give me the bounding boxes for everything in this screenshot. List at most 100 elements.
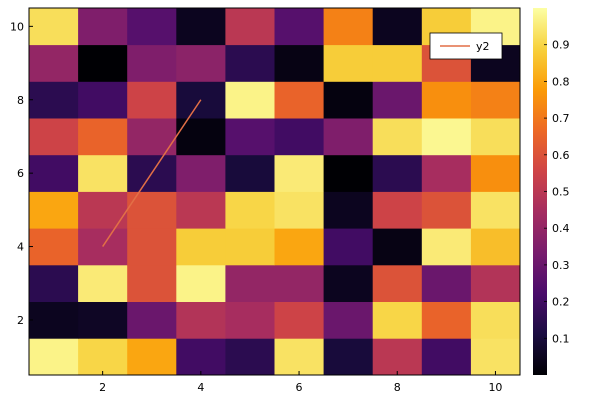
heatmap-cell-r6-c10 [470, 154, 521, 192]
heatmap-cell-r8-c7 [323, 81, 374, 119]
colorbar-tick-label: 0.5 [552, 186, 570, 199]
heatmap-cell-r5-c10 [470, 191, 521, 229]
heatmap-cell-r1-c2 [78, 338, 128, 376]
colorbar-tick-label: 0.7 [552, 112, 570, 125]
heatmap-cell-r4-c2 [78, 228, 128, 266]
heatmap-cell-r9-c6 [274, 44, 324, 82]
heatmap-cell-r7-c6 [274, 118, 324, 156]
heatmap-cell-r9-c1 [29, 44, 79, 82]
heatmap-cell-r10-c3 [127, 8, 177, 46]
y-tick-label: 8 [17, 94, 24, 107]
heatmap-cell-r7-c10 [470, 118, 521, 156]
heatmap-cell-r5-c3 [127, 191, 177, 229]
heatmap-cells [29, 8, 521, 376]
heatmap-cell-r6-c6 [274, 154, 324, 192]
colorbar-gradient [533, 8, 547, 375]
heatmap-cell-r6-c8 [372, 154, 423, 192]
heatmap-cell-r3-c1 [29, 264, 79, 302]
colorbar-tick-label: 0.4 [552, 222, 570, 235]
heatmap-cell-r5-c4 [176, 191, 226, 229]
heatmap-cell-r10-c2 [78, 8, 128, 46]
heatmap-cell-r9-c5 [225, 44, 275, 82]
heatmap-cell-r8-c9 [421, 81, 472, 119]
series-line-y2 [102, 99, 202, 247]
heatmap-cell-r5-c6 [274, 191, 324, 229]
heatmap-cell-r7-c7 [323, 118, 374, 156]
colorbar-ticks: 0.1 0.2 0.3 0.4 0.5 0.6 0.7 0.8 0.9 [544, 39, 570, 345]
heatmap-cell-r5-c8 [372, 191, 423, 229]
heatmap-cell-r1-c6 [274, 338, 324, 376]
heatmap-cell-r3-c6 [274, 264, 324, 302]
colorbar: 0.1 0.2 0.3 0.4 0.5 0.6 0.7 0.8 0.9 [533, 8, 570, 375]
heatmap-cell-r2-c7 [323, 301, 374, 339]
heatmap-cell-r1-c10 [470, 338, 521, 376]
heatmap-cell-r8-c5 [225, 81, 275, 119]
heatmap-cell-r5-c2 [78, 191, 128, 229]
heatmap-cell-r1-c1 [29, 338, 79, 376]
heatmap-cell-r1-c5 [225, 338, 275, 376]
colorbar-tick-label: 0.6 [552, 149, 570, 162]
x-tick-label: 4 [197, 381, 204, 394]
heatmap-cell-r2-c2 [78, 301, 128, 339]
heatmap-cell-r10-c1 [29, 8, 79, 46]
legend: y2 [429, 32, 503, 60]
x-tick-label: 8 [394, 381, 401, 394]
heatmap-cell-r4-c9 [421, 228, 472, 266]
heatmap-cell-r4-c4 [176, 228, 226, 266]
x-tick-label: 10 [488, 381, 502, 394]
heatmap-cell-r2-c6 [274, 301, 324, 339]
x-tick-label: 6 [296, 381, 303, 394]
heatmap-cell-r8-c2 [78, 81, 128, 119]
heatmap-cell-r6-c5 [225, 154, 275, 192]
heatmap-cell-r7-c1 [29, 118, 79, 156]
heatmap-cell-r1-c7 [323, 338, 374, 376]
heatmap-cell-r1-c3 [127, 338, 177, 376]
heatmap-cell-r2-c9 [421, 301, 472, 339]
heatmap-cell-r3-c4 [176, 264, 226, 302]
heatmap-cell-r3-c5 [225, 264, 275, 302]
heatmap-cell-r6-c4 [176, 154, 226, 192]
heatmap-cell-r4-c8 [372, 228, 423, 266]
y-tick-label: 4 [17, 241, 24, 254]
heatmap-cell-r3-c8 [372, 264, 423, 302]
y-tick-label: 6 [17, 167, 24, 180]
heatmap-cell-r4-c10 [470, 228, 521, 266]
heatmap-cell-r8-c1 [29, 81, 79, 119]
heatmap-cell-r5-c5 [225, 191, 275, 229]
heatmap-cell-r2-c10 [470, 301, 521, 339]
heatmap-cell-r1-c4 [176, 338, 226, 376]
heatmap-cell-r6-c9 [421, 154, 472, 192]
heatmap-cell-r10-c6 [274, 8, 324, 46]
legend-label-y2: y2 [476, 40, 490, 53]
colorbar-tick-label: 0.9 [552, 39, 570, 52]
y-axis: 2 4 6 8 10 [10, 8, 33, 375]
colorbar-tick-label: 0.8 [552, 75, 570, 88]
heatmap-cell-r10-c7 [323, 8, 374, 46]
heatmap-cell-r4-c5 [225, 228, 275, 266]
colorbar-tick-label: 0.2 [552, 296, 570, 309]
heatmap-cell-r7-c5 [225, 118, 275, 156]
y-tick-label: 2 [17, 314, 24, 327]
heatmap-cell-r10-c5 [225, 8, 275, 46]
heatmap-cell-r4-c6 [274, 228, 324, 266]
heatmap-cell-r6-c1 [29, 154, 79, 192]
heatmap-cell-r9-c2 [78, 44, 128, 82]
heatmap-cell-r8-c8 [372, 81, 423, 119]
heatmap-cell-r7-c2 [78, 118, 128, 156]
heatmap-cell-r3-c3 [127, 264, 177, 302]
heatmap-cell-r2-c1 [29, 301, 79, 339]
heatmap-cell-r2-c8 [372, 301, 423, 339]
heatmap-cell-r1-c9 [421, 338, 472, 376]
heatmap-cell-r5-c1 [29, 191, 79, 229]
y-tick-label: 10 [10, 20, 24, 33]
heatmap-cell-r1-c8 [372, 338, 423, 376]
heatmap-cell-r2-c5 [225, 301, 275, 339]
heatmap-cell-r7-c3 [127, 118, 177, 156]
heatmap-cell-r5-c7 [323, 191, 374, 229]
heatmap-cell-r5-c9 [421, 191, 472, 229]
heatmap-cell-r10-c8 [372, 8, 423, 46]
overlay-line-layer [102, 99, 202, 247]
heatmap-cell-r7-c9 [421, 118, 472, 156]
colorbar-tick-label: 0.1 [552, 332, 570, 345]
